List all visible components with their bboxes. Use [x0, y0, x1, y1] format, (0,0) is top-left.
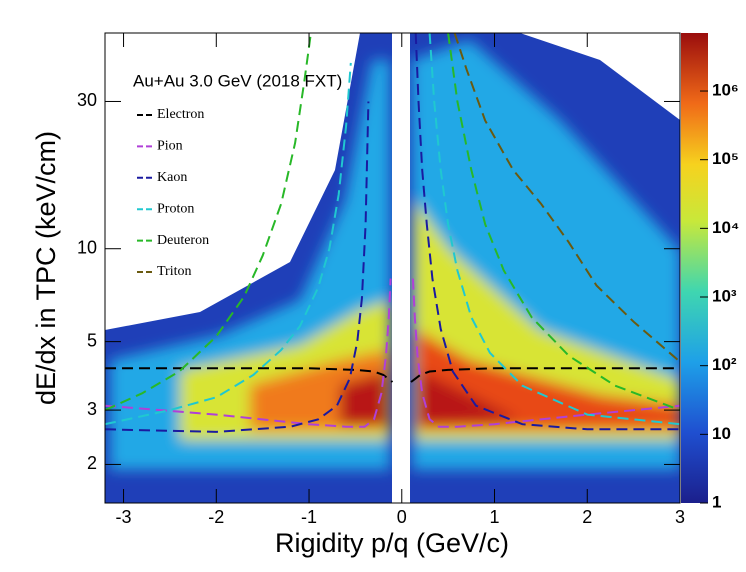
x-tick-label: 2	[582, 507, 592, 527]
legend-label: Pion	[157, 139, 183, 154]
x-tick-label: -3	[116, 507, 132, 527]
colorbar-tick-label: 10⁶	[712, 81, 739, 100]
curve	[453, 33, 680, 363]
legend-label: Triton	[157, 264, 192, 279]
legend-label: Electron	[157, 107, 204, 122]
y-tick-label: 30	[77, 90, 97, 110]
x-axis-label: Rigidity p/q (GeV/c)	[275, 528, 509, 558]
curves	[105, 33, 680, 433]
y-tick-label: 5	[87, 330, 97, 350]
colorbar-tick-label: 10⁴	[712, 218, 739, 237]
y-tick-label: 3	[87, 399, 97, 419]
color-bar	[681, 33, 708, 503]
x-tick-label: -1	[301, 507, 317, 527]
density-gap	[392, 33, 410, 503]
colorbar-tick-label: 10²	[712, 355, 737, 374]
annotation: Au+Au 3.0 GeV (2018 FXT)	[133, 71, 342, 90]
x-tick-label: 1	[490, 507, 500, 527]
legend-label: Deuteron	[157, 233, 209, 248]
density-region	[418, 370, 520, 425]
curve	[105, 33, 680, 433]
curve	[105, 278, 680, 428]
colorbar-tick-label: 10⁵	[712, 149, 739, 168]
colorbar-tick-label: 10³	[712, 286, 737, 305]
colorbar-tick-label: 1	[712, 492, 721, 511]
legend-label: Proton	[157, 201, 194, 216]
curve	[105, 33, 680, 412]
x-tick-label: 3	[675, 507, 685, 527]
y-tick-label: 10	[77, 237, 97, 257]
curve	[105, 33, 680, 426]
colorbar-tick-label: 10	[712, 424, 731, 443]
x-tick-label: 0	[397, 507, 407, 527]
legend-label: Kaon	[157, 170, 187, 185]
y-tick-label: 2	[87, 453, 97, 473]
curve	[105, 367, 680, 383]
x-tick-label: -2	[208, 507, 224, 527]
plot-frame	[104, 32, 681, 504]
y-axis-label: dE/dx in TPC (keV/cm)	[31, 131, 61, 405]
